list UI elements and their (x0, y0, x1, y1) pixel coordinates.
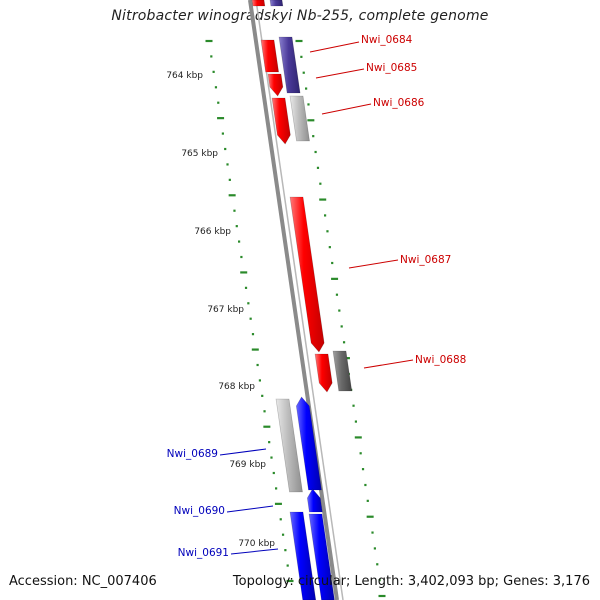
gene-red-0688 (314, 353, 333, 393)
gene-label-Nwi_0685: Nwi_0685 (366, 62, 417, 74)
gene-label-Nwi_0688: Nwi_0688 (415, 354, 466, 366)
leader-Nwi_0687 (348, 259, 399, 269)
gene-label-Nwi_0687: Nwi_0687 (400, 254, 451, 266)
gene-red-top-stub (251, 0, 266, 7)
gene-label-Nwi_0691: Nwi_0691 (178, 547, 229, 559)
scale-ticks-inner (205, 39, 294, 583)
gene-labels: Nwi_0684 Nwi_0685 Nwi_0686 Nwi_0687 Nwi_0688… (167, 34, 467, 559)
leader-Nwi_0685 (315, 68, 365, 79)
leader-Nwi_0689 (219, 448, 267, 456)
backbone-line-inner (255, 0, 344, 600)
gene-red-0684b (267, 73, 284, 97)
gene-darkgray-0688b (332, 350, 353, 392)
gene-label-Nwi_0686: Nwi_0686 (373, 97, 425, 109)
scale-labels: 764 kbp 765 kbp 766 kbp 767 kbp 768 kbp 769 k… (166, 71, 275, 549)
gene-label-Nwi_0690: Nwi_0690 (174, 505, 225, 517)
gene-gray-0686b (289, 95, 310, 142)
gene-purple-top-stub (269, 0, 284, 7)
leader-Nwi_0686 (321, 103, 372, 115)
leader-Nwi_0691 (230, 548, 279, 555)
leader-Nwi_0684 (309, 41, 360, 53)
scale-label: 769 kbp (229, 460, 266, 470)
gene-blue-0689 (295, 396, 322, 491)
genome-title: Nitrobacter winogradskyi Nb-255, complet… (111, 8, 489, 24)
gene-gray-0689 (275, 398, 303, 493)
scale-label: 768 kbp (218, 382, 255, 392)
scale-label: 770 kbp (238, 539, 275, 549)
gene-red-0686 (271, 97, 291, 145)
gene-label-Nwi_0689: Nwi_0689 (167, 448, 218, 460)
scale-label: 765 kbp (181, 149, 218, 159)
gene-features (251, 0, 353, 600)
scale-label: 764 kbp (166, 71, 203, 81)
gene-purple-0685 (278, 36, 301, 94)
scale-label: 767 kbp (207, 305, 244, 315)
leader-Nwi_0688 (363, 359, 414, 369)
label-leaders (219, 41, 414, 555)
scale-label: 766 kbp (194, 227, 231, 237)
gene-red-0687 (289, 196, 325, 353)
accession-text: Accession: NC_007406 (9, 574, 157, 589)
gene-blue-0691b (308, 513, 335, 600)
backbone-line-outer (248, 0, 339, 600)
gene-red-0684a (260, 39, 279, 73)
gene-blue-0690 (306, 488, 323, 513)
leader-Nwi_0690 (226, 505, 274, 513)
gene-blue-0691a (289, 511, 317, 600)
gene-label-Nwi_0684: Nwi_0684 (361, 34, 413, 46)
genome-summary: Topology: circular; Length: 3,402,093 bp… (232, 574, 590, 589)
